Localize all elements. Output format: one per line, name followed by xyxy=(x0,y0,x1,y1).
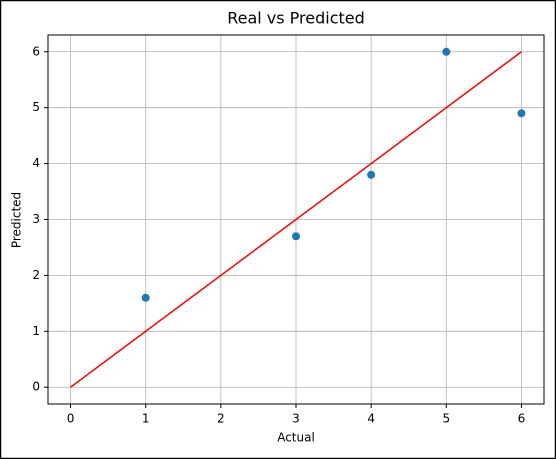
chart-title: Real vs Predicted xyxy=(227,9,365,28)
y-tick-label: 4 xyxy=(32,156,40,170)
x-tick-label: 5 xyxy=(442,412,450,426)
scatter-point xyxy=(141,293,150,302)
y-tick-label: 6 xyxy=(32,44,40,58)
x-axis-label: Actual xyxy=(277,431,315,445)
scatter-point xyxy=(442,47,451,56)
y-tick-label: 2 xyxy=(32,268,40,282)
y-tick-label: 0 xyxy=(32,380,40,394)
line xyxy=(70,51,522,388)
scatter-point xyxy=(517,109,526,118)
y-axis-label: Predicted xyxy=(10,192,24,248)
x-tick-label: 6 xyxy=(518,412,526,426)
y-tick-label: 1 xyxy=(32,324,40,338)
plot-frame xyxy=(47,34,545,405)
scatter-point xyxy=(292,232,300,241)
x-tick-label: 4 xyxy=(367,412,375,426)
scatter-point xyxy=(367,170,376,179)
x-tick-label: 2 xyxy=(217,412,225,426)
x-tick-label: 3 xyxy=(292,412,300,426)
y-tick-label: 5 xyxy=(32,100,40,114)
y-tick-label: 3 xyxy=(32,212,40,226)
x-tick-label: 0 xyxy=(67,412,75,426)
x-tick-label: 1 xyxy=(142,412,150,426)
